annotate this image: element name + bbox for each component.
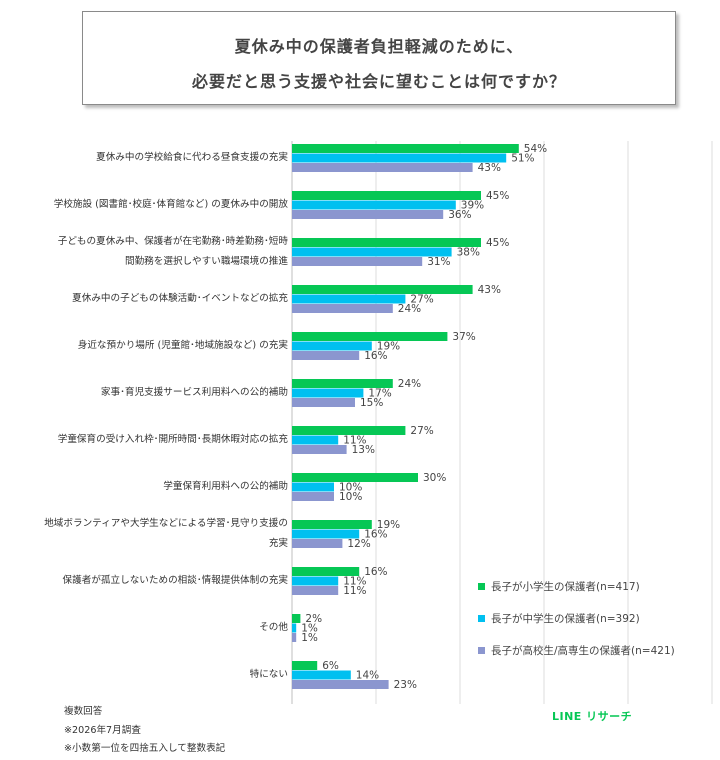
data-label: 11%: [343, 585, 366, 597]
category-label: 身近な預かり場所 (児童館･地域施設など) の充実: [77, 340, 288, 352]
data-label: 1%: [301, 632, 318, 644]
bar: [292, 567, 360, 576]
bar: [292, 435, 339, 445]
bar: [292, 520, 372, 529]
bar: [292, 210, 444, 219]
data-label: 37%: [452, 331, 475, 343]
data-label: 16%: [364, 350, 387, 362]
bar: [292, 426, 406, 435]
category-label: 家事･育児支援サービス利用料への公的補助: [100, 387, 288, 399]
bar: [292, 614, 301, 623]
bar: [292, 304, 393, 313]
data-label: 2%: [305, 613, 322, 625]
bar: [292, 332, 448, 341]
bar: [292, 191, 481, 200]
category-label: 学校施設 (図書館･校庭･体育館など) の夏休み中の開放: [53, 199, 288, 211]
bar: [292, 294, 406, 304]
category-label: 地域ボランティアや大学生などによる学習･見守り支援の 充実: [44, 518, 288, 550]
bar: [292, 379, 393, 388]
data-label: 13%: [352, 444, 375, 456]
bar: [292, 670, 351, 680]
data-label: 30%: [423, 472, 446, 484]
bar: [292, 529, 360, 539]
data-label: 17%: [368, 388, 391, 400]
data-label: 43%: [478, 284, 501, 296]
bar: [292, 388, 364, 398]
brand-logo: LINE リサーチ: [552, 710, 633, 723]
bar: [292, 163, 473, 172]
bar: [292, 200, 456, 210]
data-label: 36%: [448, 209, 471, 221]
data-label: 45%: [486, 237, 509, 249]
data-label: 24%: [398, 378, 421, 390]
title-box: 夏休み中の保護者負担軽減のために、 必要だと思う支援や社会に望むことは何ですか？: [82, 11, 676, 105]
bar: [292, 473, 418, 482]
chart-title-line-1: 夏休み中の保護者負担軽減のために、: [234, 37, 524, 56]
data-label: 19%: [377, 341, 400, 353]
bar: [292, 285, 473, 294]
data-label: 10%: [339, 482, 362, 494]
legend-swatch: [478, 647, 485, 654]
bar: [292, 257, 423, 266]
bar: [292, 586, 339, 595]
bar: [292, 576, 339, 586]
data-label: 54%: [524, 143, 547, 155]
data-label: 11%: [343, 576, 366, 588]
data-label: 12%: [347, 538, 370, 550]
data-label: 39%: [461, 200, 484, 212]
data-label: 51%: [511, 153, 534, 165]
bar: [292, 661, 318, 670]
bar: [292, 482, 334, 492]
data-label: 14%: [356, 670, 379, 682]
category-label: 夏休み中の子どもの体験活動･イベントなどの拡充: [72, 293, 288, 305]
bar: [292, 153, 507, 163]
data-label: 11%: [343, 435, 366, 447]
data-label: 6%: [322, 660, 339, 672]
category-label: 子どもの夏休み中、保護者が在宅勤務･時差勤務･短時 間勤務を選択しやすい職場環境の…: [57, 236, 288, 268]
category-label: 夏休み中の学校給食に代わる昼食支援の充実: [96, 152, 288, 164]
legend-swatch: [478, 583, 485, 590]
data-label: 24%: [398, 303, 421, 315]
data-label: 15%: [360, 397, 383, 409]
chart-title-line-2: 必要だと思う支援や社会に望むことは何ですか？: [191, 72, 566, 91]
data-label: 38%: [457, 247, 480, 259]
bar: [292, 238, 481, 247]
note-multiple-answer: 複数回答: [64, 706, 103, 717]
data-label: 23%: [394, 679, 417, 691]
data-label: 16%: [364, 566, 387, 578]
bar: [292, 539, 343, 548]
bar: [292, 341, 372, 351]
data-label: 45%: [486, 190, 509, 202]
data-label: 16%: [364, 529, 387, 541]
data-label: 31%: [427, 256, 450, 268]
data-label: 10%: [339, 491, 362, 503]
bar: [292, 144, 519, 153]
bar: [292, 247, 452, 257]
data-label: 43%: [478, 162, 501, 174]
bar: [292, 680, 389, 689]
bar: [292, 398, 355, 407]
bar: [292, 623, 297, 633]
bar: [292, 445, 347, 454]
category-label: 特にない: [249, 669, 288, 681]
category-label: 学童保育の受け入れ枠･開所時間･長期休暇対応の拡充: [57, 434, 288, 446]
legend-label: 長子が中学生の保護者(n=392): [491, 612, 640, 625]
data-label: 19%: [377, 519, 400, 531]
legend-label: 長子が小学生の保護者(n=417): [491, 580, 640, 593]
category-label: その他: [259, 622, 288, 634]
data-label: 1%: [301, 623, 318, 635]
note-survey-date: ※2026年7月調査: [64, 725, 141, 736]
data-label: 27%: [410, 425, 433, 437]
category-label: 保護者が孤立しないための相談･情報提供体制の充実: [62, 575, 288, 587]
data-label: 27%: [410, 294, 433, 306]
bar: [292, 492, 334, 501]
legend-swatch: [478, 615, 485, 622]
bar: [292, 633, 297, 642]
note-rounding: ※小数第一位を四捨五入して整数表記: [64, 743, 226, 754]
legend-label: 長子が高校生/高専生の保護者(n=421): [491, 644, 675, 657]
bar: [292, 351, 360, 360]
category-label: 学童保育利用料への公的補助: [163, 481, 288, 493]
